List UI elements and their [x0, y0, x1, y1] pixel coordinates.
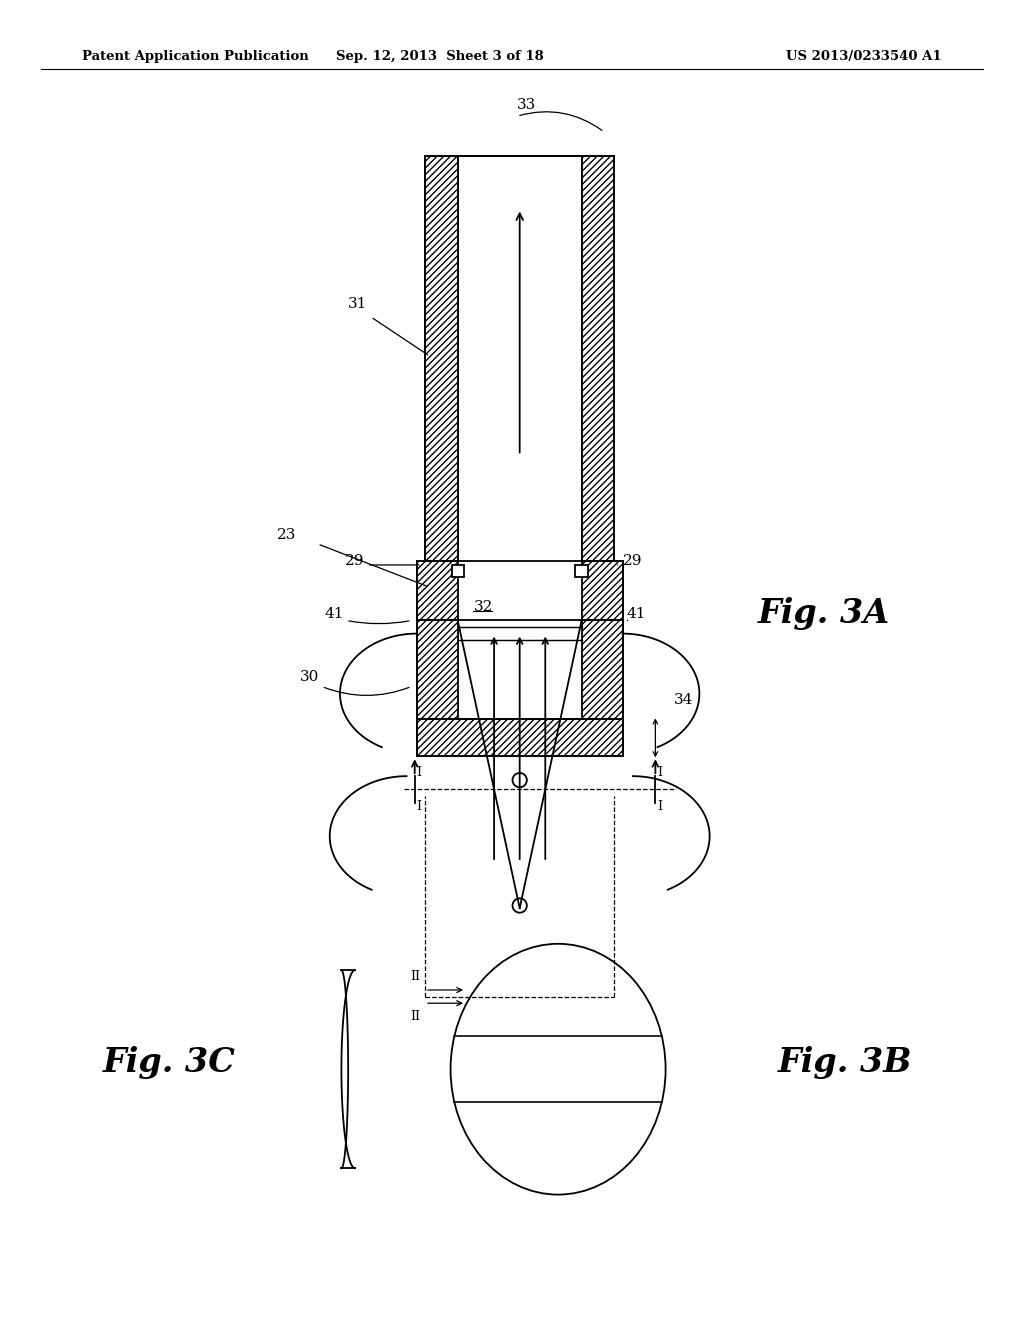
Text: 31: 31: [348, 297, 368, 310]
Text: 29: 29: [623, 554, 642, 568]
Text: Fig. 3A: Fig. 3A: [758, 597, 890, 630]
Text: 29: 29: [345, 554, 365, 568]
Text: I: I: [657, 766, 663, 779]
Text: I: I: [417, 766, 422, 779]
Bar: [575, 565, 588, 577]
Text: 23: 23: [276, 528, 296, 541]
Ellipse shape: [451, 944, 666, 1195]
Text: Fig. 3C: Fig. 3C: [102, 1045, 236, 1080]
Text: 41: 41: [627, 607, 646, 620]
Text: I: I: [417, 800, 422, 813]
Text: 33: 33: [517, 98, 537, 112]
Bar: [452, 565, 464, 577]
Text: II: II: [410, 970, 420, 983]
Text: 32: 32: [474, 601, 494, 614]
Text: II: II: [410, 1010, 420, 1023]
Text: I: I: [657, 800, 663, 813]
Text: Sep. 12, 2013  Sheet 3 of 18: Sep. 12, 2013 Sheet 3 of 18: [337, 50, 544, 63]
Text: 34: 34: [674, 693, 693, 706]
Text: 30: 30: [300, 671, 319, 684]
Text: Fig. 3B: Fig. 3B: [778, 1045, 912, 1080]
Text: Patent Application Publication: Patent Application Publication: [82, 50, 308, 63]
Text: US 2013/0233540 A1: US 2013/0233540 A1: [786, 50, 942, 63]
Text: 41: 41: [325, 607, 344, 620]
